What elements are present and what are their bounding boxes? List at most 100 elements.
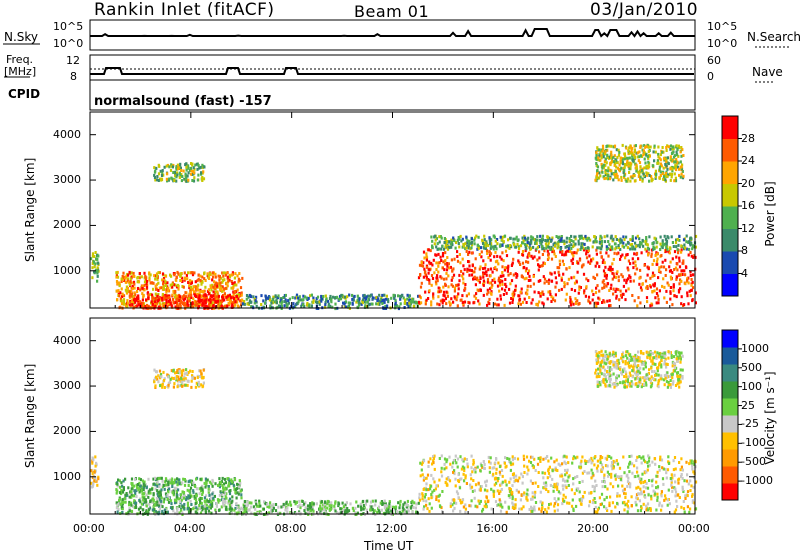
power-cell — [665, 246, 668, 249]
power-cell — [443, 294, 446, 298]
power-cell — [634, 241, 637, 245]
power-cell — [133, 275, 136, 278]
velocity-cell — [155, 477, 158, 481]
velocity-cell — [678, 496, 681, 499]
velocity-cell — [277, 505, 280, 509]
power-cell — [499, 255, 502, 259]
velocity-cell — [371, 499, 374, 503]
velocity-cell — [200, 506, 203, 510]
velocity-cell — [204, 477, 207, 481]
velocity-cell — [154, 384, 157, 388]
power-cell — [157, 281, 160, 285]
power-cell — [623, 175, 626, 179]
velocity-cell — [220, 480, 223, 484]
power-cell — [614, 175, 617, 179]
velocity-cell — [342, 505, 345, 509]
power-cell — [553, 252, 556, 256]
velocity-cell — [153, 368, 156, 372]
power-cell — [129, 299, 132, 303]
velocity-cell — [208, 493, 211, 497]
power-cell — [512, 257, 515, 261]
power-cell — [487, 244, 490, 247]
power-cell — [342, 301, 345, 305]
power-cell — [599, 237, 602, 241]
power-cell — [231, 286, 235, 290]
velocity-cell — [519, 498, 522, 502]
power-cell — [563, 283, 566, 287]
velocity-cell — [154, 386, 157, 389]
power-cell — [206, 272, 209, 276]
power-cell — [444, 243, 447, 247]
power-cell — [91, 266, 94, 270]
power-cell — [563, 281, 566, 285]
velocity-cell — [377, 505, 380, 509]
power-cell — [400, 294, 404, 298]
power-cell — [197, 292, 200, 296]
velocity-cell — [311, 505, 314, 509]
velocity-cell — [653, 490, 656, 494]
power-cell — [247, 295, 250, 299]
power-cell — [165, 164, 168, 168]
velocity-cell — [405, 510, 409, 514]
velocity-cell — [254, 499, 257, 503]
power-cell — [134, 300, 137, 304]
velocity-cell — [182, 477, 185, 481]
velocity-cell — [158, 501, 161, 505]
power-cell — [192, 166, 195, 170]
velocity-cell — [451, 503, 454, 507]
power-cell — [651, 164, 654, 168]
power-cell — [466, 269, 469, 273]
velocity-cell — [456, 465, 459, 469]
power-cell — [196, 302, 199, 306]
velocity-cell — [463, 466, 466, 470]
power-cell — [616, 270, 619, 274]
velocity-cell — [92, 483, 95, 487]
power-cell — [212, 275, 215, 279]
power-cell — [245, 297, 248, 301]
power-cell — [483, 238, 486, 242]
velocity-cell — [534, 490, 537, 494]
velocity-cell — [209, 503, 212, 507]
power-cell — [226, 284, 229, 288]
power-cell — [667, 283, 670, 287]
velocity-cell — [156, 503, 159, 507]
velocity-cell — [649, 509, 652, 512]
power-cell — [162, 282, 165, 286]
power-cell — [607, 166, 610, 170]
velocity-cell — [513, 507, 516, 510]
velocity-cell — [128, 500, 131, 504]
power-cell — [542, 275, 545, 279]
power-cell — [587, 249, 590, 253]
power-cell — [191, 273, 195, 277]
velocity-cell — [164, 483, 168, 487]
power-cell — [603, 272, 607, 276]
velocity-cell — [571, 461, 574, 465]
power-cell — [503, 268, 506, 272]
velocity-cell — [567, 484, 570, 487]
velocity-cell — [628, 455, 631, 458]
power-cell — [640, 288, 643, 292]
power-cell — [338, 297, 341, 301]
power-cell — [618, 298, 621, 302]
velocity-cell — [670, 478, 673, 482]
velocity-cell — [188, 495, 192, 499]
power-cell — [546, 245, 549, 249]
power-cell — [445, 268, 449, 272]
velocity-cell — [465, 458, 468, 461]
power-cell — [592, 240, 595, 244]
velocity-cell — [189, 486, 193, 490]
velocity-cell — [304, 511, 307, 515]
power-cell — [490, 244, 493, 248]
velocity-cell — [250, 501, 253, 505]
power-cell — [523, 297, 526, 301]
power-cell — [138, 301, 142, 305]
power-cell — [167, 302, 170, 306]
velocity-cell — [556, 469, 559, 472]
power-cell — [654, 176, 657, 180]
power-cell — [431, 263, 434, 267]
power-cell — [210, 295, 213, 299]
velocity-cell — [195, 477, 198, 481]
power-cell — [639, 175, 642, 179]
power-cell — [168, 165, 171, 169]
velocity-cell — [207, 500, 210, 503]
